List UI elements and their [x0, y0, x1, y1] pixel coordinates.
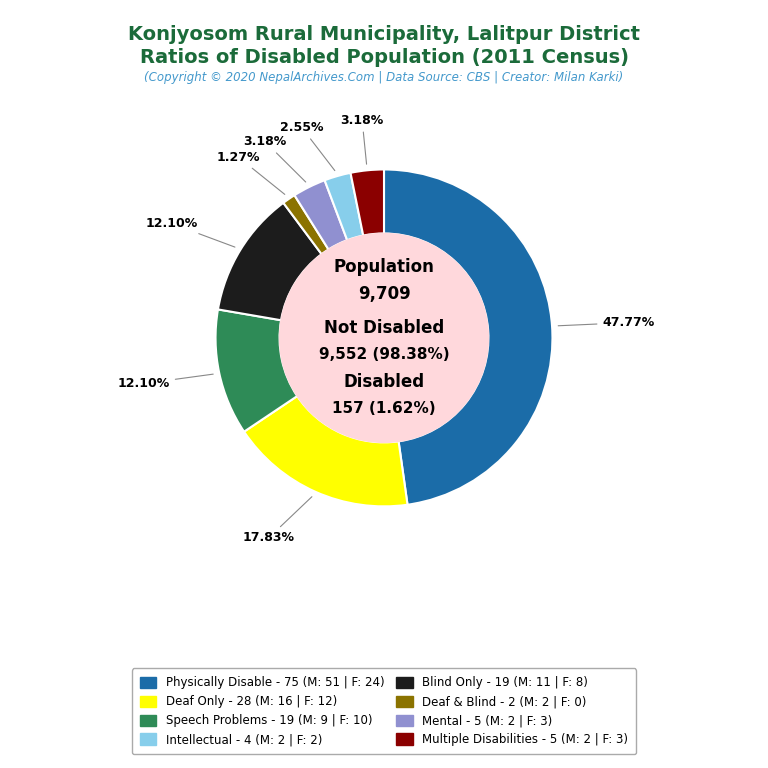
Text: 17.83%: 17.83%	[243, 497, 312, 545]
Text: 2.55%: 2.55%	[280, 121, 335, 170]
Text: Disabled: Disabled	[343, 372, 425, 391]
Text: Not Disabled: Not Disabled	[324, 319, 444, 337]
Legend: Physically Disable - 75 (M: 51 | F: 24), Deaf Only - 28 (M: 16 | F: 12), Speech : Physically Disable - 75 (M: 51 | F: 24),…	[131, 668, 637, 754]
Wedge shape	[218, 203, 322, 320]
Text: 12.10%: 12.10%	[118, 374, 214, 390]
Text: Ratios of Disabled Population (2011 Census): Ratios of Disabled Population (2011 Cens…	[140, 48, 628, 67]
Wedge shape	[350, 170, 384, 236]
Text: 157 (1.62%): 157 (1.62%)	[333, 401, 435, 416]
Text: 12.10%: 12.10%	[145, 217, 235, 247]
Wedge shape	[325, 173, 363, 240]
Wedge shape	[216, 310, 297, 432]
Circle shape	[280, 233, 488, 442]
Wedge shape	[244, 396, 408, 506]
Text: Konjyosom Rural Municipality, Lalitpur District: Konjyosom Rural Municipality, Lalitpur D…	[128, 25, 640, 44]
Text: 9,709: 9,709	[358, 285, 410, 303]
Text: 3.18%: 3.18%	[243, 135, 306, 182]
Text: (Copyright © 2020 NepalArchives.Com | Data Source: CBS | Creator: Milan Karki): (Copyright © 2020 NepalArchives.Com | Da…	[144, 71, 624, 84]
Text: 1.27%: 1.27%	[217, 151, 285, 194]
Text: 47.77%: 47.77%	[558, 316, 654, 329]
Text: Population: Population	[333, 258, 435, 276]
Text: 9,552 (98.38%): 9,552 (98.38%)	[319, 347, 449, 362]
Wedge shape	[283, 195, 329, 254]
Wedge shape	[294, 180, 347, 250]
Text: 3.18%: 3.18%	[340, 114, 384, 164]
Wedge shape	[384, 170, 552, 505]
